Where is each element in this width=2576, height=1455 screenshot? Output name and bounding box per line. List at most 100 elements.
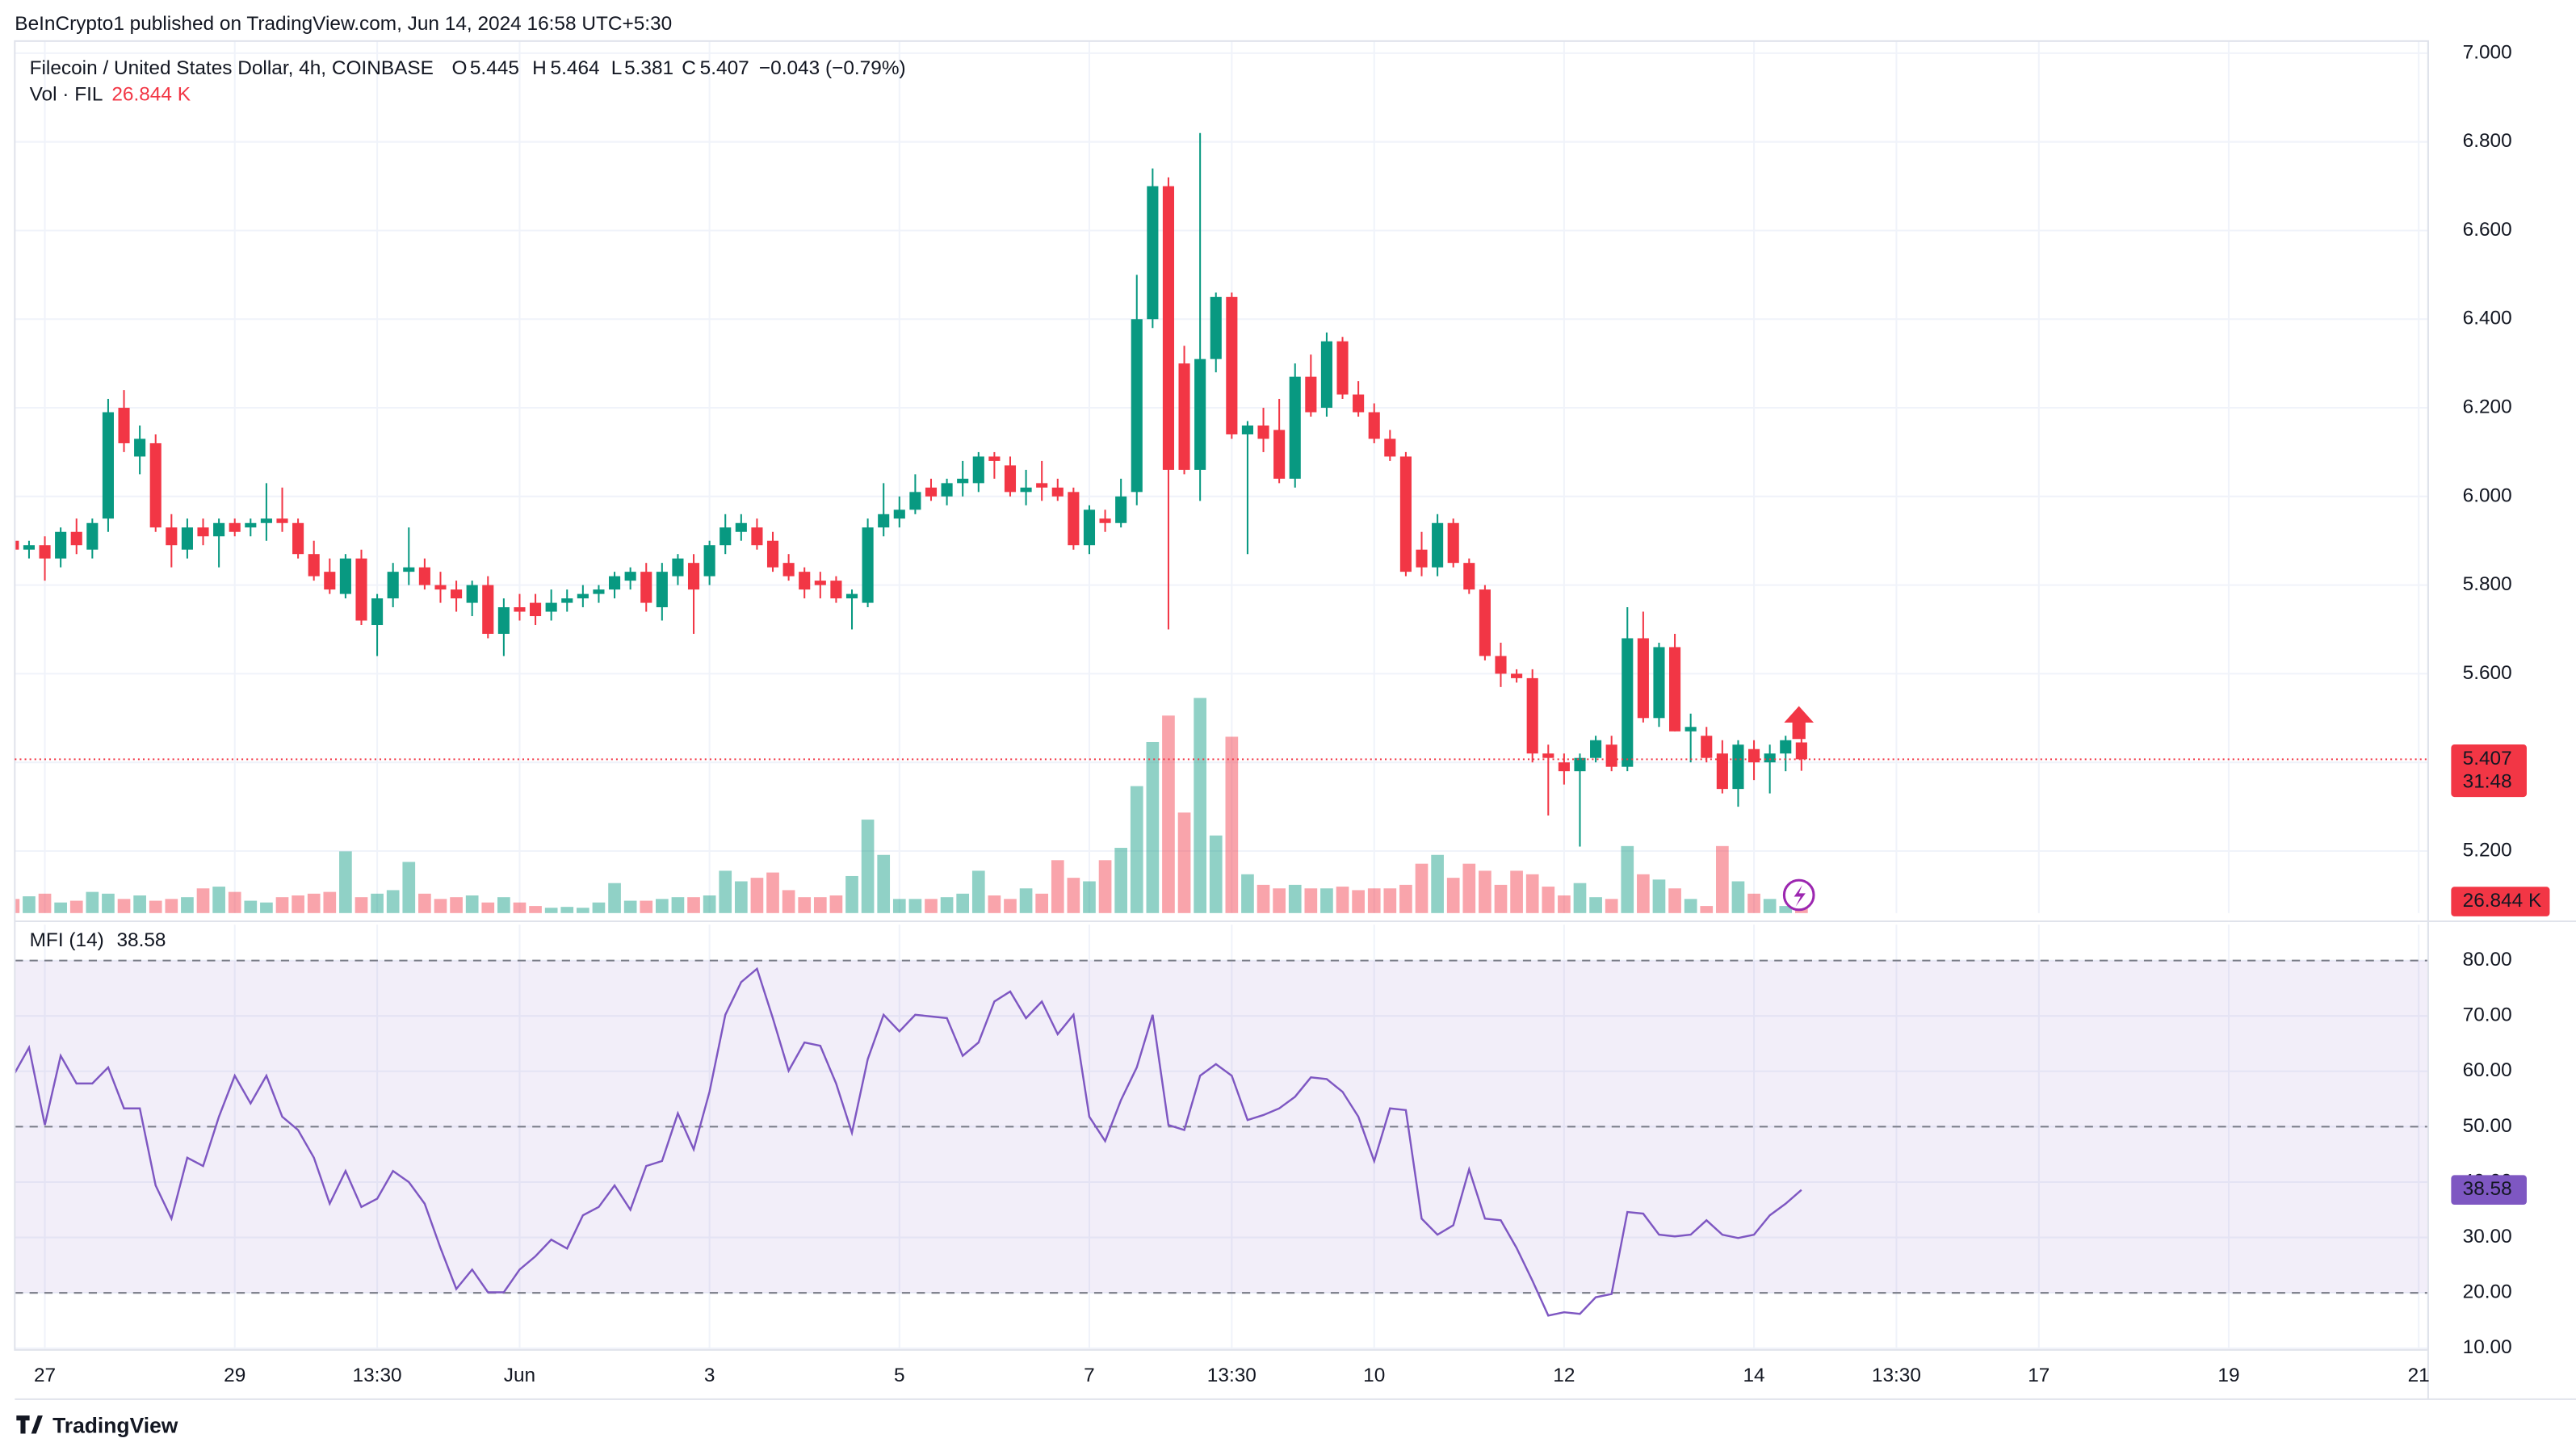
mfi-legend-value: 38.58 xyxy=(116,929,166,951)
volume-bar xyxy=(1083,881,1096,913)
candle-body xyxy=(514,607,526,612)
volume-bar xyxy=(1589,897,1602,913)
volume-bar xyxy=(69,900,83,913)
candle-body xyxy=(1558,762,1570,772)
volume-legend: Vol · FIL xyxy=(30,83,103,105)
volume-bar xyxy=(181,897,194,913)
volume-bar xyxy=(23,896,36,913)
x-tick-label: 14 xyxy=(1743,1365,1764,1386)
candle-body xyxy=(497,607,510,634)
candle-body xyxy=(229,522,241,532)
candle-body xyxy=(814,581,826,585)
candle-body xyxy=(1637,638,1649,719)
x-tick-label: Jun xyxy=(504,1365,535,1386)
candle-body xyxy=(482,585,494,634)
x-tick-label: 12 xyxy=(1553,1365,1575,1386)
y-tick-label: 6.800 xyxy=(2463,130,2512,152)
y-tick-label: 5.600 xyxy=(2463,662,2512,684)
volume-bar xyxy=(925,899,938,913)
volume-bar xyxy=(1130,786,1143,913)
volume-bar xyxy=(861,820,875,913)
candle-body xyxy=(751,527,763,546)
volume-bar xyxy=(386,890,400,913)
volume-bar xyxy=(640,900,653,913)
candle-body xyxy=(941,483,953,497)
volume-bar xyxy=(1288,884,1302,913)
ohlc-value: 5.445 xyxy=(470,57,519,79)
volume-bar xyxy=(1194,698,1206,913)
candle-body xyxy=(1416,549,1428,568)
candle-body xyxy=(957,478,969,484)
volume-bar xyxy=(1209,835,1223,913)
mfi-legend: MFI (14) xyxy=(30,929,104,951)
volume-bar xyxy=(623,900,637,913)
candle-body xyxy=(988,456,1001,461)
x-tick-label: 13:30 xyxy=(353,1365,402,1386)
volume-layer xyxy=(15,698,1808,913)
candle-body xyxy=(403,567,415,572)
volume-bar xyxy=(1684,899,1697,913)
volume-bar xyxy=(15,899,20,913)
candle-body xyxy=(735,522,747,532)
candle-body xyxy=(70,531,82,546)
candle-body xyxy=(1590,740,1602,758)
candle-body xyxy=(418,567,430,585)
candle-body xyxy=(39,545,51,559)
volume-bar xyxy=(1367,888,1381,913)
volume-bar xyxy=(813,897,827,913)
ohlc-letter: H xyxy=(532,57,547,79)
volume-bar xyxy=(1320,888,1333,913)
volume-bar xyxy=(1241,874,1254,913)
candle-body xyxy=(213,522,225,537)
candle-body xyxy=(1653,647,1665,719)
candle-body xyxy=(466,585,478,603)
candle-body xyxy=(545,602,557,612)
volume-badge xyxy=(2451,887,2550,916)
y-tick-label: 6.000 xyxy=(2463,484,2512,506)
candle-body xyxy=(1795,742,1807,760)
candle-body xyxy=(1241,425,1253,434)
candle-body xyxy=(830,581,842,599)
candle-body xyxy=(1004,465,1017,493)
candle-body xyxy=(1147,186,1159,320)
candle-body xyxy=(1353,394,1365,413)
candle-body xyxy=(371,598,384,626)
volume-bar xyxy=(1479,870,1491,913)
candle-body xyxy=(1463,563,1475,590)
volume-bar xyxy=(719,870,732,913)
volume-bar xyxy=(1019,888,1033,913)
candle-body xyxy=(1273,430,1286,479)
candle-body xyxy=(1305,376,1317,413)
volume-bar xyxy=(544,908,558,913)
ohlc-value: 5.381 xyxy=(624,57,673,79)
volume-bar xyxy=(54,902,67,913)
candle-body xyxy=(276,518,288,523)
mfi-badge-value: 38.58 xyxy=(2463,1178,2512,1200)
volume-bar xyxy=(323,891,337,913)
volume-bar xyxy=(149,900,162,913)
candle-body xyxy=(1210,296,1222,359)
candle-body xyxy=(878,514,890,528)
candle-body xyxy=(1336,341,1349,395)
brand: TradingView xyxy=(52,1413,178,1437)
volume-bar xyxy=(687,897,700,913)
candle-body xyxy=(1257,425,1269,439)
volume-bar xyxy=(988,895,1001,913)
x-tick-label: 13:30 xyxy=(1207,1365,1257,1386)
candle-body xyxy=(197,527,209,537)
volume-bar xyxy=(877,854,891,913)
change: −0.043 (−0.79%) xyxy=(759,57,906,79)
volume-bar xyxy=(196,888,210,913)
volume-bar xyxy=(529,906,542,913)
mfi-tick-label: 50.00 xyxy=(2463,1115,2512,1137)
y-tick-label: 6.600 xyxy=(2463,219,2512,241)
candle-body xyxy=(308,554,320,577)
candle-body xyxy=(1036,483,1048,488)
candle-body xyxy=(577,593,589,599)
volume-bar xyxy=(1558,895,1571,913)
volume-bar xyxy=(1431,854,1444,913)
x-tick-label: 21 xyxy=(2408,1365,2430,1386)
